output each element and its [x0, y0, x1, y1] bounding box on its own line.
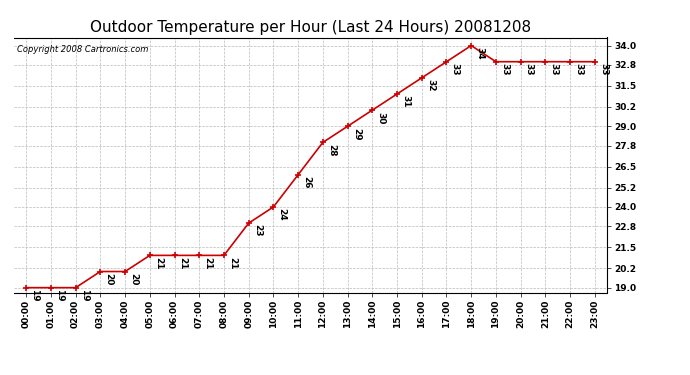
Text: 33: 33: [525, 63, 534, 76]
Text: 23: 23: [253, 225, 262, 237]
Text: 21: 21: [228, 257, 237, 269]
Text: 21: 21: [179, 257, 188, 269]
Text: 33: 33: [500, 63, 509, 76]
Text: 19: 19: [30, 289, 39, 302]
Text: 33: 33: [599, 63, 608, 76]
Text: 33: 33: [549, 63, 558, 76]
Text: 29: 29: [352, 128, 361, 140]
Text: 19: 19: [55, 289, 64, 302]
Text: 33: 33: [574, 63, 583, 76]
Text: 21: 21: [204, 257, 213, 269]
Text: 34: 34: [475, 47, 484, 60]
Text: 33: 33: [451, 63, 460, 76]
Title: Outdoor Temperature per Hour (Last 24 Hours) 20081208: Outdoor Temperature per Hour (Last 24 Ho…: [90, 20, 531, 35]
Text: 32: 32: [426, 79, 435, 92]
Text: 20: 20: [129, 273, 138, 285]
Text: 30: 30: [377, 111, 386, 124]
Text: 20: 20: [104, 273, 113, 285]
Text: 26: 26: [302, 176, 311, 189]
Text: 24: 24: [277, 209, 286, 221]
Text: 21: 21: [154, 257, 163, 269]
Text: Copyright 2008 Cartronics.com: Copyright 2008 Cartronics.com: [17, 45, 148, 54]
Text: 28: 28: [327, 144, 336, 156]
Text: 31: 31: [401, 95, 410, 108]
Text: 19: 19: [80, 289, 89, 302]
